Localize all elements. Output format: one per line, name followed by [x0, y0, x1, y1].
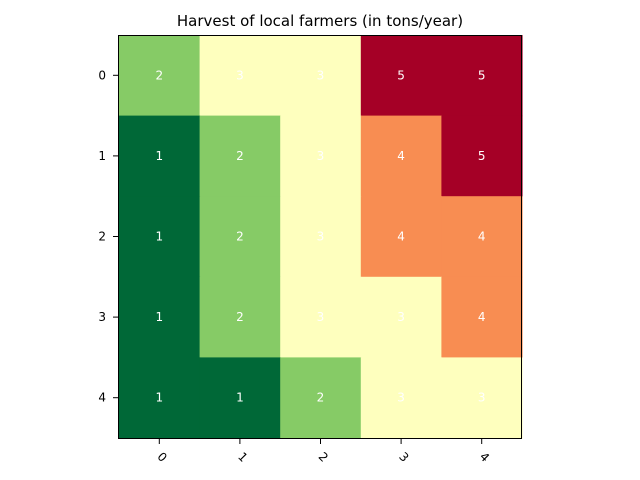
x-tick-label: 2 — [316, 450, 331, 465]
heatmap-cell-r0-c4 — [441, 35, 523, 117]
x-tick-label: 0 — [154, 450, 169, 465]
cell-value-label-r2-c2: 3 — [317, 230, 325, 244]
x-tick-label: 1 — [235, 450, 250, 465]
cell-value-label-r4-c0: 1 — [155, 391, 163, 405]
cell-value-label-r4-c4: 3 — [478, 391, 486, 405]
heatmap-cell-r0-c2 — [280, 35, 362, 117]
plot-frame — [118, 35, 522, 439]
y-tick-label: 2 — [98, 230, 106, 244]
heatmap-cell-r1-c0 — [119, 115, 201, 197]
heatmap-cell-r4-c2 — [280, 357, 362, 439]
heatmap-cell-r4-c1 — [199, 357, 281, 439]
y-tick-label: 0 — [98, 68, 106, 82]
heatmap-cell-r3-c3 — [360, 276, 442, 358]
cell-value-label-r1-c2: 3 — [317, 149, 325, 163]
heatmap-cell-r2-c2 — [280, 196, 362, 278]
heatmap-cell-r0-c1 — [199, 35, 281, 117]
heatmap-cell-r4-c3 — [360, 357, 442, 439]
heatmap-cell-r0-c3 — [360, 35, 442, 117]
cell-value-label-r1-c1: 2 — [236, 149, 244, 163]
y-tick-label: 3 — [98, 310, 106, 324]
cell-value-label-r0-c3: 5 — [397, 68, 405, 82]
cell-value-label-r2-c0: 1 — [155, 230, 163, 244]
heatmap-cell-r3-c4 — [441, 276, 523, 358]
heatmap-cell-r1-c2 — [280, 115, 362, 197]
x-tick-label: 4 — [477, 450, 492, 465]
heatmap-cell-r3-c0 — [119, 276, 201, 358]
cell-value-label-r1-c4: 5 — [478, 149, 486, 163]
heatmap-labels: 2 3 3 5 5 1 2 3 4 5 1 2 3 4 4 1 2 3 3 4 1 1 2 3 3 — [155, 68, 485, 404]
x-tick-label: 3 — [396, 450, 411, 465]
cell-value-label-r3-c3: 3 — [397, 310, 405, 324]
heatmap-cell-r4-c0 — [119, 357, 201, 439]
cell-value-label-r3-c4: 4 — [478, 310, 486, 324]
cell-value-label-r1-c3: 4 — [397, 149, 405, 163]
heatmap-cell-r2-c3 — [360, 196, 442, 278]
cell-value-label-r2-c1: 2 — [236, 230, 244, 244]
y-axis: 0 1 2 3 4 — [98, 68, 118, 405]
cell-value-label-r0-c4: 5 — [478, 68, 486, 82]
heatmap-cell-r0-c0 — [119, 35, 201, 117]
cell-value-label-r0-c1: 3 — [236, 68, 244, 82]
heatmap-cells — [119, 35, 523, 439]
heatmap-cell-r2-c1 — [199, 196, 281, 278]
chart-title: Harvest of local farmers (in tons/year) — [177, 12, 463, 30]
heatmap-cell-r1-c4 — [441, 115, 523, 197]
heatmap-cell-r3-c2 — [280, 276, 362, 358]
cell-value-label-r4-c1: 1 — [236, 391, 244, 405]
cell-value-label-r2-c4: 4 — [478, 230, 486, 244]
cell-value-label-r0-c0: 2 — [155, 68, 163, 82]
heatmap-cell-r4-c4 — [441, 357, 523, 439]
heatmap-cell-r2-c4 — [441, 196, 523, 278]
cell-value-label-r3-c1: 2 — [236, 310, 244, 324]
cell-value-label-r3-c2: 3 — [317, 310, 325, 324]
cell-value-label-r4-c3: 3 — [397, 391, 405, 405]
heatmap-cell-r2-c0 — [119, 196, 201, 278]
cell-value-label-r4-c2: 2 — [317, 391, 325, 405]
x-axis: 0 1 2 3 4 — [154, 439, 492, 465]
cell-value-label-r3-c0: 1 — [155, 310, 163, 324]
heatmap-cell-r1-c1 — [199, 115, 281, 197]
heatmap-cell-r1-c3 — [360, 115, 442, 197]
cell-value-label-r2-c3: 4 — [397, 230, 405, 244]
y-tick-label: 4 — [98, 391, 106, 405]
cell-value-label-r1-c0: 1 — [155, 149, 163, 163]
heatmap-cell-r3-c1 — [199, 276, 281, 358]
y-tick-label: 1 — [98, 149, 106, 163]
cell-value-label-r0-c2: 3 — [317, 68, 325, 82]
